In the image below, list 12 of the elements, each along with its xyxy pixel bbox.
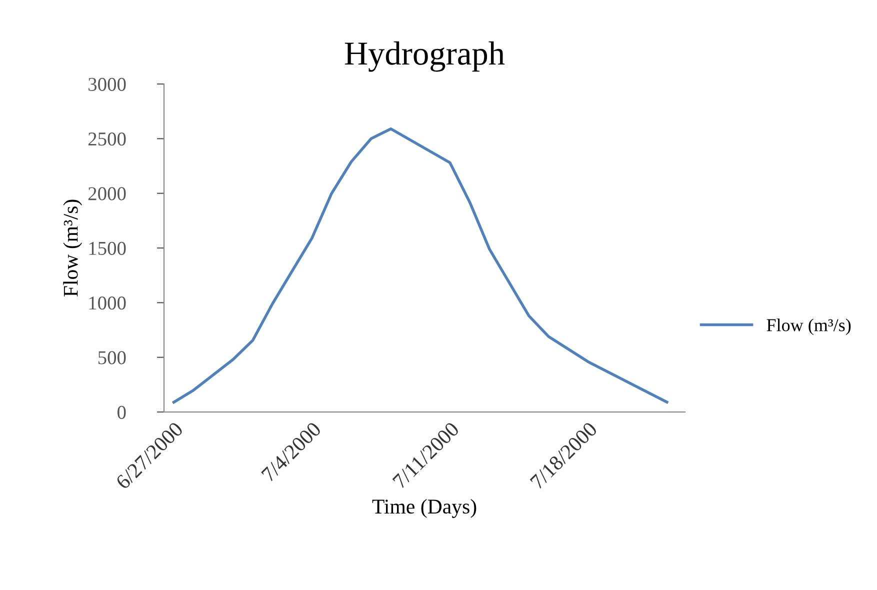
- y-tick-label: 2000: [88, 187, 126, 200]
- line-series: [172, 127, 668, 404]
- legend-label: Flow (m³/s): [766, 318, 851, 335]
- y-tick-label: 500: [98, 351, 126, 364]
- y-tick-label: 1000: [89, 296, 126, 310]
- chart-title: Hydrograph: [344, 41, 505, 72]
- y-tick-label: 3000: [88, 78, 126, 91]
- x-axis-title: Time (Days): [372, 498, 476, 518]
- y-tick-label: 2500: [88, 132, 126, 146]
- y-axis-title: Flow (m³/s): [63, 200, 82, 297]
- y-tick-label: 0: [118, 406, 126, 419]
- y-tick-label: 1500: [89, 242, 126, 255]
